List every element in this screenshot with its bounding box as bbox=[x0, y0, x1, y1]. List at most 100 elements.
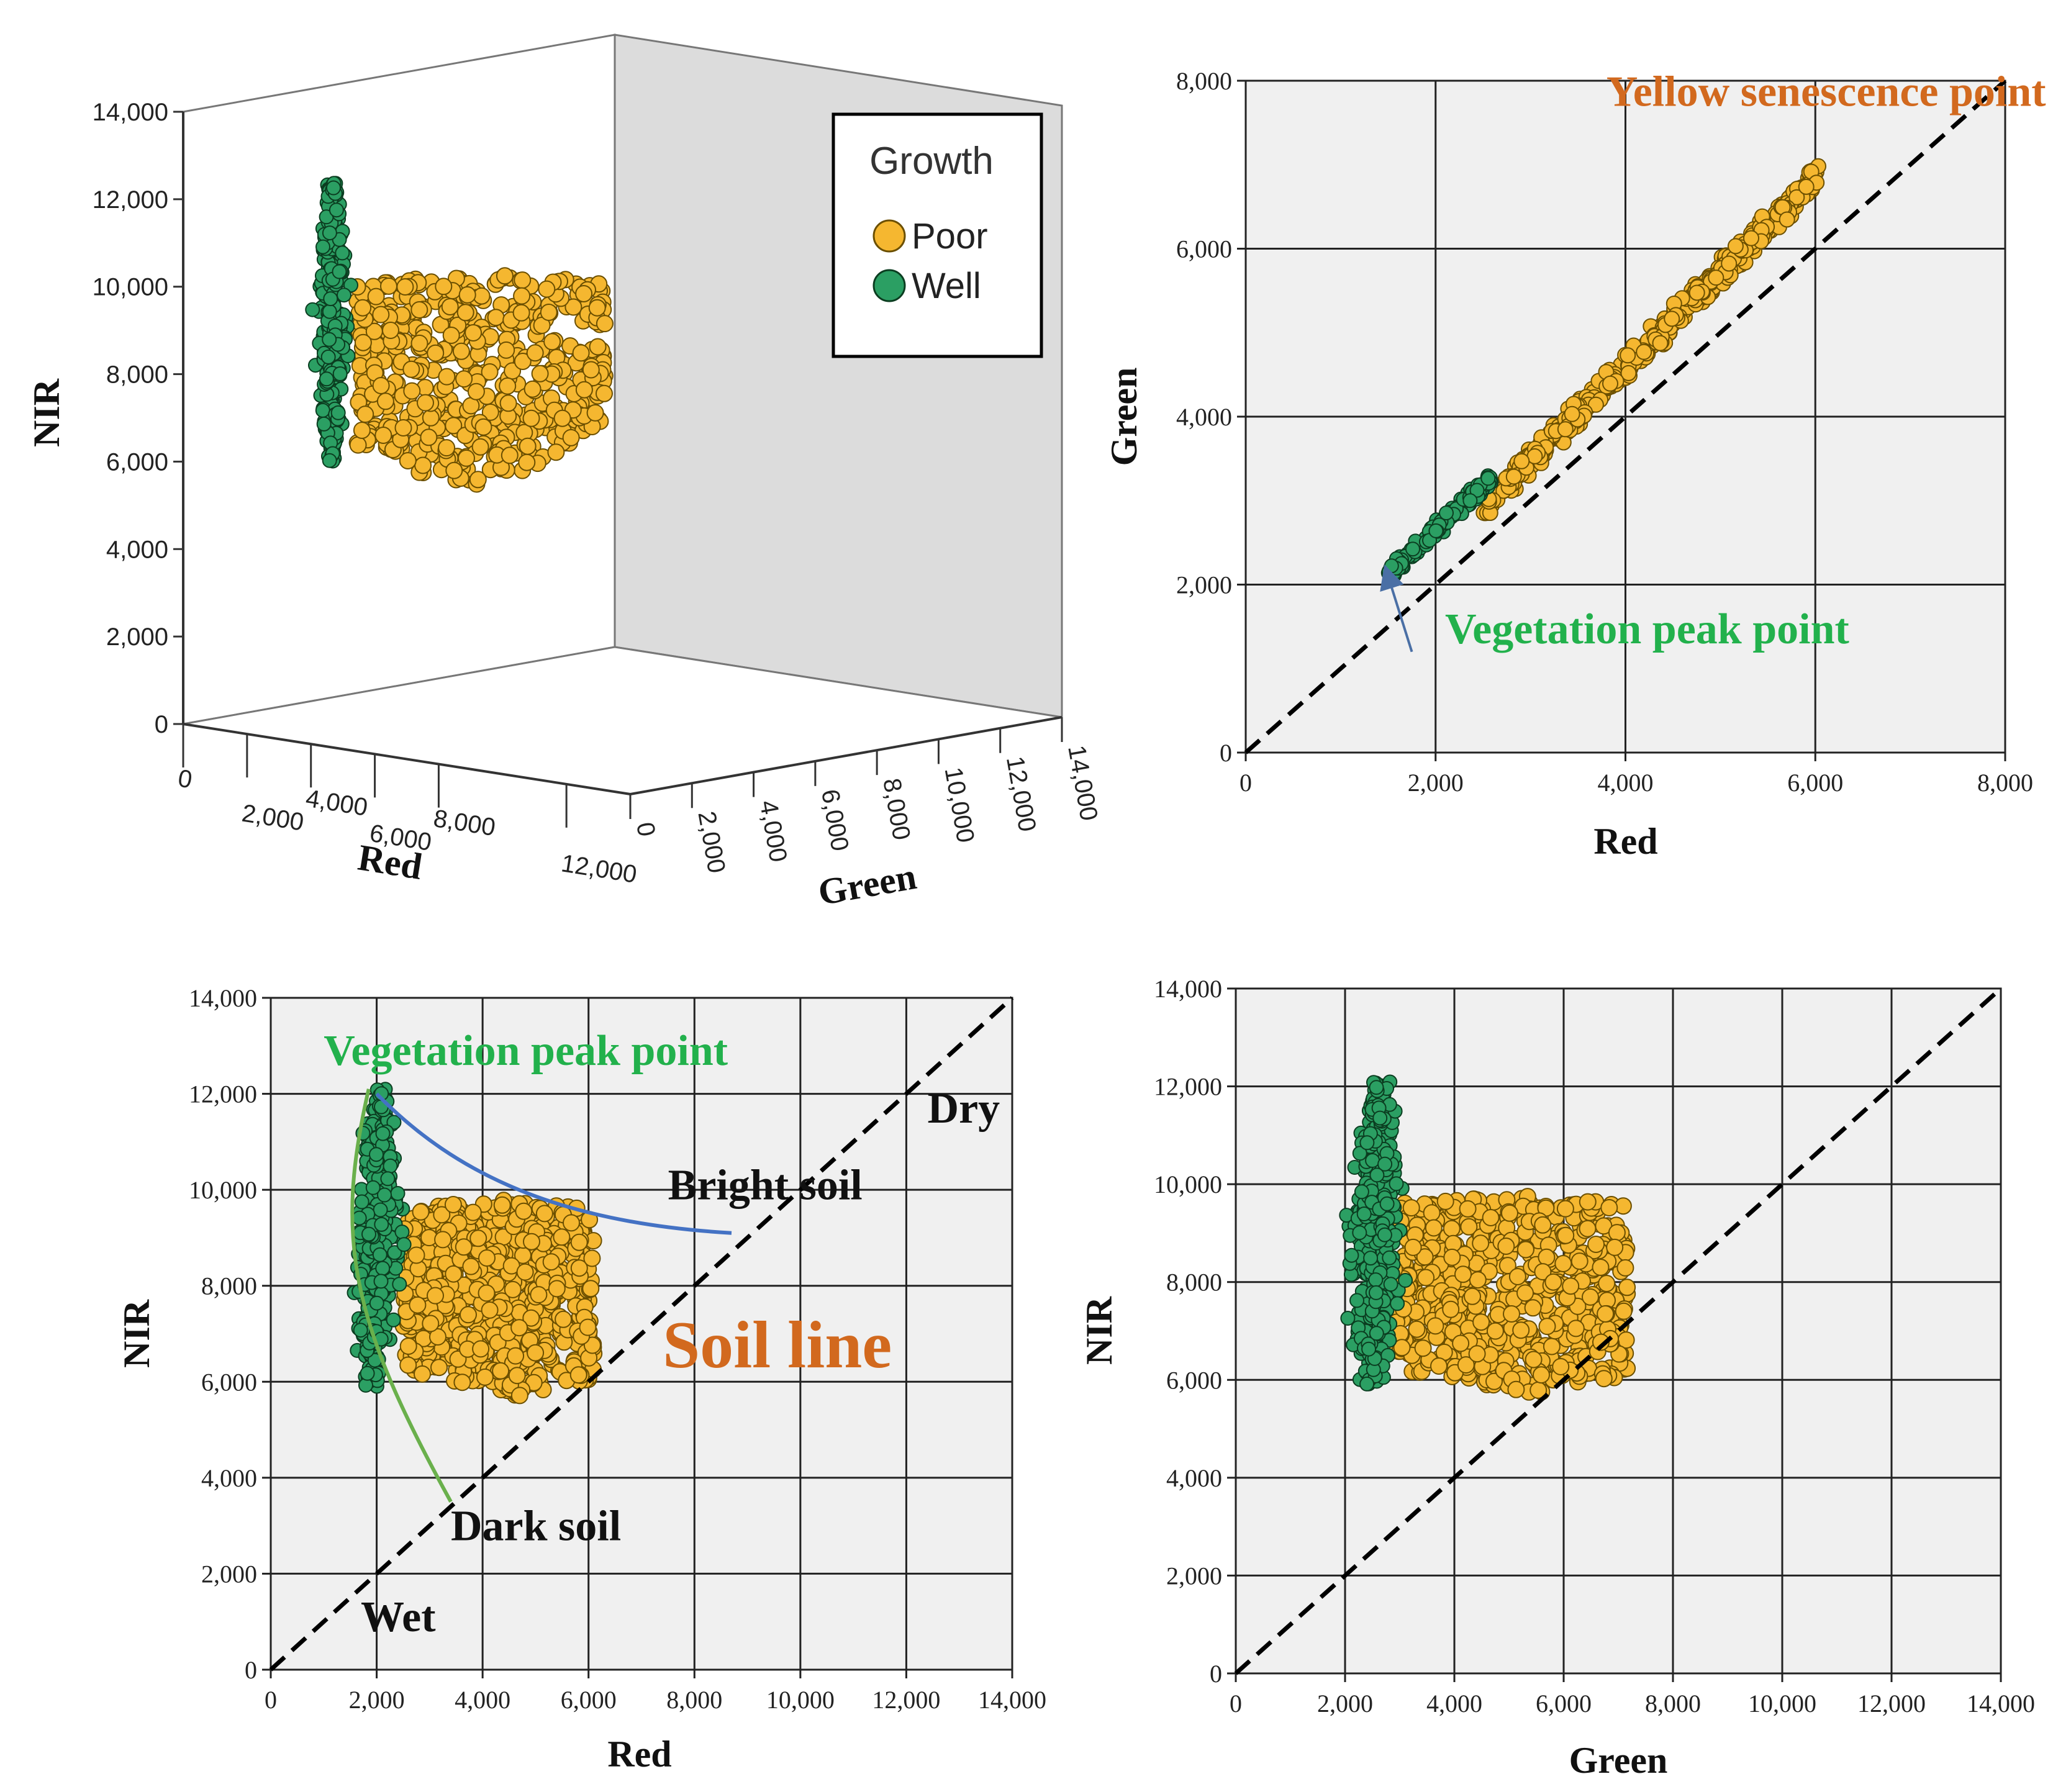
p1-well-point bbox=[332, 366, 348, 381]
p1-well-point bbox=[330, 405, 346, 420]
p1-poor-point bbox=[455, 370, 473, 388]
p3-poor-point bbox=[399, 1356, 417, 1374]
p1-well-point bbox=[329, 202, 344, 218]
p2-well-point bbox=[1384, 558, 1399, 574]
p4-points bbox=[1339, 1074, 1636, 1401]
p1-ytick-label: 8,000 bbox=[106, 361, 168, 389]
p1-ytick-label: 14,000 bbox=[93, 99, 168, 126]
p1-ztick-label: 12,000 bbox=[1001, 754, 1041, 834]
p1-poor-point bbox=[499, 377, 517, 395]
p3-poor-point bbox=[472, 1340, 490, 1358]
p2-poor-point bbox=[1798, 178, 1815, 195]
p3-well-point bbox=[354, 1194, 369, 1210]
p1-poor-point bbox=[376, 392, 394, 410]
p3-well-point bbox=[353, 1323, 368, 1338]
p1-ztick-label: 4,000 bbox=[755, 798, 792, 864]
p2-poor-point bbox=[1513, 453, 1530, 469]
p4-well-point bbox=[1349, 1293, 1364, 1308]
p3-poor-point bbox=[510, 1387, 528, 1405]
p3-poor-point bbox=[412, 1203, 430, 1221]
p3-well-point bbox=[387, 1245, 402, 1260]
p4-poor-point bbox=[1579, 1220, 1597, 1238]
p4-poor-point bbox=[1425, 1219, 1443, 1237]
p1-xtick-label: 0 bbox=[176, 764, 194, 794]
p2-poor-point bbox=[1620, 347, 1636, 364]
p4-poor-point bbox=[1423, 1204, 1441, 1222]
p3-poor-point bbox=[508, 1367, 526, 1385]
p4-well-point bbox=[1369, 1285, 1384, 1300]
p4-poor-point bbox=[1468, 1345, 1486, 1363]
p1-poor-point bbox=[518, 453, 536, 471]
p1-legend-box bbox=[832, 112, 1043, 358]
p1-ztick-label: 8,000 bbox=[877, 776, 915, 842]
p3-well-point bbox=[396, 1237, 412, 1252]
p1-poor-point bbox=[572, 344, 590, 362]
p3-poor-point bbox=[414, 1365, 431, 1383]
p1-ztick-label: 10,000 bbox=[940, 765, 980, 844]
p1-poor-point bbox=[402, 360, 420, 378]
p3-poor-point bbox=[523, 1233, 540, 1251]
p4-well-point bbox=[1372, 1110, 1388, 1126]
p2-ylabel: Green bbox=[1104, 368, 1144, 466]
p3-ytick-label: 14,000 bbox=[189, 984, 257, 1012]
p1-poor-point bbox=[564, 298, 582, 316]
p4-ytick-label: 12,000 bbox=[1154, 1073, 1222, 1101]
p2-poor-point bbox=[1620, 364, 1637, 381]
p3-xtick-label: 14,000 bbox=[978, 1686, 1046, 1714]
p1-ytick-label: 2,000 bbox=[106, 623, 168, 651]
p3-poor-point bbox=[522, 1309, 540, 1327]
p1-poor-point bbox=[382, 322, 399, 339]
p3-poor-point bbox=[455, 1238, 473, 1256]
p2-xlabel: Red bbox=[1593, 821, 1657, 862]
p2-reference-line bbox=[1244, 79, 2007, 754]
p2-well-point bbox=[1439, 505, 1454, 521]
p4-poor-point bbox=[1567, 1319, 1585, 1337]
p4-poor-point bbox=[1606, 1238, 1624, 1256]
p4-poor-point bbox=[1507, 1380, 1525, 1398]
p1-poor-point bbox=[575, 285, 593, 302]
p3-poor-point bbox=[527, 1344, 545, 1362]
panel-green-nir: 0 2,000 4,000 6,000 8,000 10,000 12,000 14,000 0… bbox=[1079, 975, 2035, 1781]
p1-ytick-label: 12,000 bbox=[93, 186, 168, 214]
p4-poor-point bbox=[1538, 1248, 1556, 1266]
p3-poor-point bbox=[570, 1233, 588, 1251]
p4-ytick-label: 6,000 bbox=[1166, 1366, 1222, 1394]
p3-xtick-label: 4,000 bbox=[455, 1686, 510, 1714]
p2-poor-point bbox=[1636, 343, 1652, 360]
p1-poor-point bbox=[575, 381, 593, 399]
p2-ytick-label: 4,000 bbox=[1176, 403, 1232, 431]
panel-red-green: 0 2,000 4,000 6,000 8,000 0 2,000 4,000 6,000 8,0… bbox=[1104, 67, 2046, 862]
p3-poor-point bbox=[582, 1280, 600, 1298]
p4-poor-point bbox=[1618, 1278, 1636, 1296]
p4-well-point bbox=[1352, 1225, 1367, 1241]
p4-well-point bbox=[1377, 1227, 1392, 1242]
p3-poor-point bbox=[563, 1214, 580, 1232]
p3-poor-point bbox=[579, 1318, 597, 1336]
p1-legend-poor-label: Poor bbox=[912, 216, 988, 256]
p1-well-point bbox=[322, 304, 337, 319]
p1-legend-well-label: Well bbox=[912, 266, 981, 306]
p4-poor-point bbox=[1457, 1356, 1475, 1374]
p1-poor-point bbox=[441, 298, 459, 315]
p2-ytick-label: 6,000 bbox=[1176, 235, 1232, 263]
p4-poor-point bbox=[1556, 1200, 1574, 1218]
p3-ylabel: NIR bbox=[116, 1299, 157, 1368]
p3-well-point bbox=[369, 1295, 384, 1311]
p4-poor-point bbox=[1404, 1238, 1422, 1256]
p4-poor-point bbox=[1516, 1284, 1534, 1302]
p1-poor-point bbox=[514, 271, 532, 289]
p4-well-point bbox=[1369, 1326, 1384, 1341]
p1-poor-point bbox=[531, 364, 549, 382]
p4-well-point bbox=[1361, 1341, 1377, 1357]
p4-poor-point bbox=[1608, 1224, 1626, 1242]
p3-poor-point bbox=[542, 1253, 560, 1271]
p1-poor-point bbox=[582, 361, 600, 379]
p4-poor-point bbox=[1538, 1318, 1556, 1336]
p4-poor-point bbox=[1408, 1320, 1426, 1338]
p1-legend-poor-marker bbox=[872, 219, 906, 253]
p1-poor-point bbox=[513, 287, 531, 305]
p4-well-point bbox=[1359, 1135, 1375, 1151]
p3-poor-point bbox=[407, 1246, 425, 1264]
p1-poor-point bbox=[452, 342, 470, 360]
p1-poor-point bbox=[514, 353, 532, 370]
